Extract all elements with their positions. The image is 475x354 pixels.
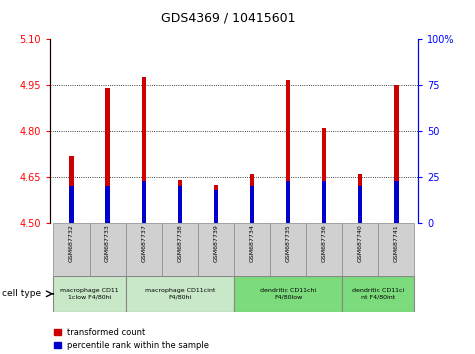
Bar [90, 223, 126, 276]
Bar [342, 223, 378, 276]
Bar [286, 181, 290, 223]
Bar [54, 276, 126, 312]
Text: GSM687738: GSM687738 [177, 225, 182, 262]
Text: GSM687741: GSM687741 [394, 225, 399, 262]
Bar [378, 223, 414, 276]
Bar [214, 185, 218, 223]
Bar [69, 186, 74, 223]
Bar [234, 276, 342, 312]
Bar [358, 174, 362, 223]
Text: GDS4369 / 10415601: GDS4369 / 10415601 [161, 12, 295, 25]
Text: GSM687740: GSM687740 [358, 225, 363, 262]
Text: dendritic CD11chi
F4/80low: dendritic CD11chi F4/80low [260, 289, 316, 299]
Bar [306, 223, 342, 276]
Bar [394, 85, 399, 223]
Bar [69, 155, 74, 223]
Text: dendritic CD11ci
nt F4/80int: dendritic CD11ci nt F4/80int [352, 289, 404, 299]
Bar [142, 77, 146, 223]
Bar [342, 276, 414, 312]
Bar [250, 186, 254, 223]
Bar [105, 88, 110, 223]
Text: GSM687734: GSM687734 [249, 225, 255, 262]
Text: GSM687733: GSM687733 [105, 225, 110, 262]
Bar [105, 186, 110, 223]
Bar [214, 190, 218, 223]
Bar [358, 186, 362, 223]
Text: cell type: cell type [2, 289, 41, 298]
Bar [322, 128, 326, 223]
Bar [126, 276, 234, 312]
Legend: transformed count, percentile rank within the sample: transformed count, percentile rank withi… [54, 328, 209, 350]
Text: GSM687732: GSM687732 [69, 225, 74, 262]
Bar [178, 180, 182, 223]
Text: GSM687739: GSM687739 [213, 225, 218, 262]
Text: macrophage CD11cint
F4/80hi: macrophage CD11cint F4/80hi [144, 289, 215, 299]
Text: macrophage CD11
1clow F4/80hi: macrophage CD11 1clow F4/80hi [60, 289, 119, 299]
Text: GSM687736: GSM687736 [322, 225, 327, 262]
Bar [162, 223, 198, 276]
Bar [54, 223, 90, 276]
Bar [322, 181, 326, 223]
Bar [270, 223, 306, 276]
Bar [198, 223, 234, 276]
Bar [234, 223, 270, 276]
Text: GSM687737: GSM687737 [141, 225, 146, 262]
Bar [250, 174, 254, 223]
Bar [126, 223, 162, 276]
Text: GSM687735: GSM687735 [285, 225, 291, 262]
Bar [178, 186, 182, 223]
Bar [394, 181, 399, 223]
Bar [142, 181, 146, 223]
Bar [286, 80, 290, 223]
